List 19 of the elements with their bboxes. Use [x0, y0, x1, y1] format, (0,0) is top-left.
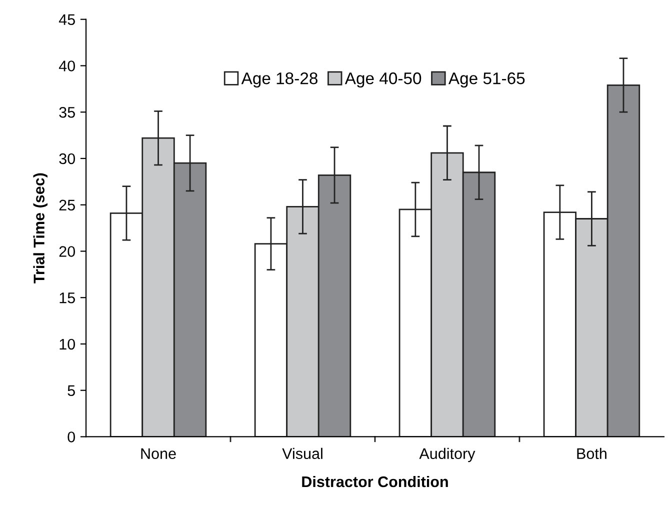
y-tick-label: 10 [60, 338, 76, 350]
legend-label: Age 18-28 [241, 72, 318, 88]
y-tick-label: 25 [59, 200, 75, 211]
legend-label: Age 51-65 [448, 72, 525, 88]
y-tick-label: 35 [59, 106, 75, 118]
y-tick-label: 30 [59, 153, 76, 164]
y-tick-label: 5 [68, 385, 75, 396]
y-tick-label: 20 [59, 246, 76, 257]
y-tick-label: 45 [58, 14, 75, 26]
x-tick-label: None [141, 448, 176, 460]
x-tick-label: Auditory [419, 448, 476, 462]
x-tick-label: Visual [282, 448, 322, 460]
y-tick-label: 0 [68, 432, 76, 442]
x-axis-title: Distractor Condition [302, 476, 448, 488]
y-tick-label: 40 [58, 60, 76, 72]
x-tick-label: Both [577, 448, 606, 460]
legend-label: Age 40-50 [344, 72, 422, 88]
y-tick-label: 15 [60, 292, 75, 304]
y-axis-title: Trial Time (sec) [33, 173, 48, 284]
